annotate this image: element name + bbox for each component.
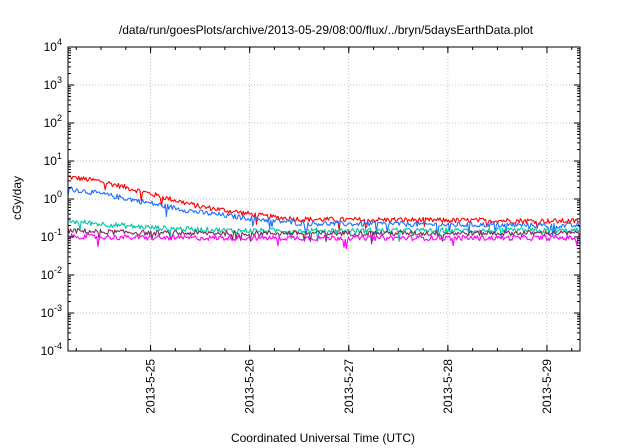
y-axis-label: cGy/day	[10, 176, 24, 220]
y-tick-label: 10-4	[41, 341, 62, 358]
x-tick-label: 2013-5-29	[540, 359, 554, 414]
chart-title: /data/run/goesPlots/archive/2013-05-29/0…	[119, 23, 534, 37]
y-tick-label: 10-3	[41, 303, 62, 320]
y-tick-label: 10-1	[41, 227, 62, 244]
y-tick-label: 104	[44, 37, 62, 54]
x-tick-label: 2013-5-26	[243, 359, 257, 414]
y-tick-label: 10-2	[41, 265, 62, 282]
y-tick-label: 103	[44, 75, 62, 92]
series-line	[67, 227, 580, 245]
y-tick-label: 101	[44, 151, 62, 168]
series-line	[67, 186, 580, 237]
x-tick-label: 2013-5-27	[342, 359, 356, 414]
series-group	[67, 175, 580, 250]
x-tick-label: 2013-5-28	[441, 359, 455, 414]
y-tick-label: 102	[44, 113, 62, 130]
y-tick-labels: 10-4 10-3 10-2 10-1 100 101 102 103 104	[41, 37, 62, 358]
x-axis-label: Coordinated Universal Time (UTC)	[231, 431, 415, 445]
ticks	[68, 46, 580, 352]
grid	[68, 47, 580, 351]
x-tick-label: 2013-5-25	[144, 359, 158, 414]
y-tick-label: 100	[44, 189, 62, 206]
series-line	[67, 233, 580, 250]
x-tick-labels: 2013-5-25 2013-5-26 2013-5-27 2013-5-28 2013…	[144, 359, 554, 414]
